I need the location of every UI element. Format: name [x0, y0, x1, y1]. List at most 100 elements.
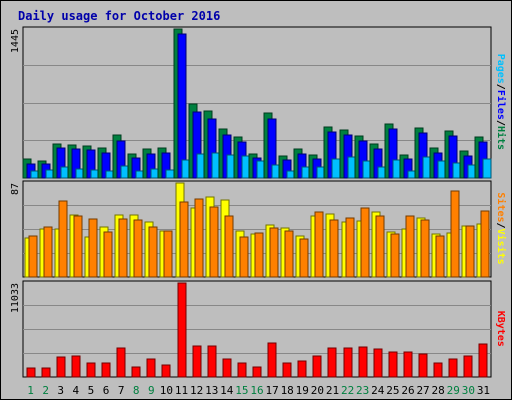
x-tick-label-20: 20: [311, 384, 324, 397]
bar-sites-19: [299, 238, 309, 278]
x-tick-label-1: 1: [27, 384, 34, 397]
bar-pages-21: [331, 158, 341, 179]
x-tick-label-29: 29: [447, 384, 460, 397]
bar-kbytes-6: [101, 362, 111, 378]
x-tick-label-15: 15: [235, 384, 248, 397]
bar-sites-4: [73, 215, 83, 278]
bar-kbytes-2: [41, 367, 51, 378]
bar-sites-25: [390, 233, 400, 278]
legend-separator: /: [495, 223, 506, 229]
x-tick-label-28: 28: [432, 384, 445, 397]
bar-sites-23: [360, 207, 370, 278]
legend-visits: Visits: [495, 229, 507, 265]
panel-middle-max-label: 87: [10, 183, 21, 195]
bar-pages-31: [482, 158, 492, 179]
legend-hits: Hits: [495, 126, 507, 150]
bar-kbytes-12: [192, 345, 202, 378]
bar-sites-8: [133, 219, 143, 278]
bar-sites-9: [148, 226, 158, 278]
x-tick-label-19: 19: [296, 384, 309, 397]
bar-sites-24: [375, 215, 385, 278]
bar-kbytes-27: [418, 353, 428, 378]
bar-kbytes-23: [358, 346, 368, 378]
chart-title: Daily usage for October 2016: [18, 9, 220, 23]
bar-sites-2: [43, 226, 53, 278]
x-tick-label-25: 25: [386, 384, 399, 397]
bar-kbytes-11: [177, 282, 187, 378]
bar-kbytes-26: [403, 351, 413, 378]
panels: 1445Pages/Files/Hits87Sites/Visits11033K…: [10, 26, 507, 378]
bar-kbytes-29: [448, 358, 458, 378]
bar-kbytes-18: [282, 362, 292, 378]
x-tick-label-24: 24: [371, 384, 385, 397]
bar-kbytes-3: [56, 356, 66, 378]
bar-sites-7: [118, 218, 128, 278]
bar-kbytes-5: [86, 362, 96, 378]
x-tick-label-18: 18: [281, 384, 294, 397]
bar-sites-15: [239, 236, 249, 278]
legend-files: Files: [495, 90, 507, 120]
x-tick-label-26: 26: [401, 384, 414, 397]
bar-sites-27: [420, 219, 430, 278]
bar-sites-20: [314, 211, 324, 278]
x-tick-labels: 1 2 3 4 5 6 7 8 9 10 11 12 13 14 15 16 17 18 19 20 21 22 23 24 2…: [27, 384, 490, 397]
bar-sites-16: [254, 232, 264, 278]
legend-separator: /: [495, 84, 506, 90]
bar-kbytes-30: [463, 355, 473, 378]
bar-kbytes-31: [478, 343, 488, 378]
bar-sites-5: [88, 218, 98, 278]
x-tick-label-14: 14: [220, 384, 234, 397]
bar-sites-14: [224, 215, 234, 278]
panel-bottom-legend: KBytes: [495, 311, 506, 347]
bar-sites-17: [269, 227, 279, 278]
bar-kbytes-7: [116, 347, 126, 378]
x-tick-label-4: 4: [73, 384, 80, 397]
bar-sites-1: [28, 235, 38, 278]
x-tick-label-10: 10: [160, 384, 173, 397]
x-tick-label-12: 12: [190, 384, 203, 397]
bar-kbytes-15: [237, 362, 247, 378]
x-tick-label-17: 17: [265, 384, 278, 397]
bar-pages-10: [165, 169, 175, 179]
x-tick-label-30: 30: [462, 384, 475, 397]
panel-top-max-label: 1445: [10, 29, 21, 53]
legend-kbytes: KBytes: [495, 311, 506, 347]
bar-kbytes-20: [312, 355, 322, 378]
bar-kbytes-8: [131, 366, 141, 378]
bar-kbytes-4: [71, 355, 81, 378]
bar-sites-29: [450, 190, 460, 278]
bar-sites-26: [405, 215, 415, 278]
x-tick-label-22: 22: [341, 384, 354, 397]
panel-middle-legend: Sites/Visits: [495, 192, 507, 264]
bar-kbytes-21: [327, 347, 337, 378]
x-tick-label-21: 21: [326, 384, 339, 397]
bar-kbytes-1: [26, 367, 36, 378]
bar-sites-21: [329, 219, 339, 278]
bar-files-11: [177, 33, 187, 179]
bar-sites-31: [480, 210, 490, 278]
bar-kbytes-10: [161, 364, 171, 378]
bar-sites-30: [465, 225, 475, 278]
x-tick-label-11: 11: [175, 384, 188, 397]
bar-kbytes-9: [146, 358, 156, 378]
bar-kbytes-24: [373, 348, 383, 378]
bar-sites-28: [435, 235, 445, 278]
bar-kbytes-16: [252, 366, 262, 378]
x-tick-label-27: 27: [416, 384, 429, 397]
bar-sites-3: [58, 200, 68, 278]
bar-kbytes-17: [267, 342, 277, 378]
x-tick-label-8: 8: [133, 384, 140, 397]
bar-sites-22: [345, 217, 355, 278]
bar-sites-10: [163, 230, 173, 278]
bar-kbytes-25: [388, 351, 398, 378]
bar-kbytes-22: [343, 347, 353, 378]
x-tick-label-5: 5: [88, 384, 95, 397]
bar-kbytes-14: [222, 358, 232, 378]
legend-pages: Pages: [495, 54, 506, 84]
bar-kbytes-19: [297, 360, 307, 378]
panel-bottom: 11033 KBytes: [10, 280, 506, 378]
bar-kbytes-28: [433, 362, 443, 378]
panel-middle: 87 Sites/Visits: [10, 180, 507, 278]
panel-bottom-max-label: 11033: [10, 283, 21, 313]
